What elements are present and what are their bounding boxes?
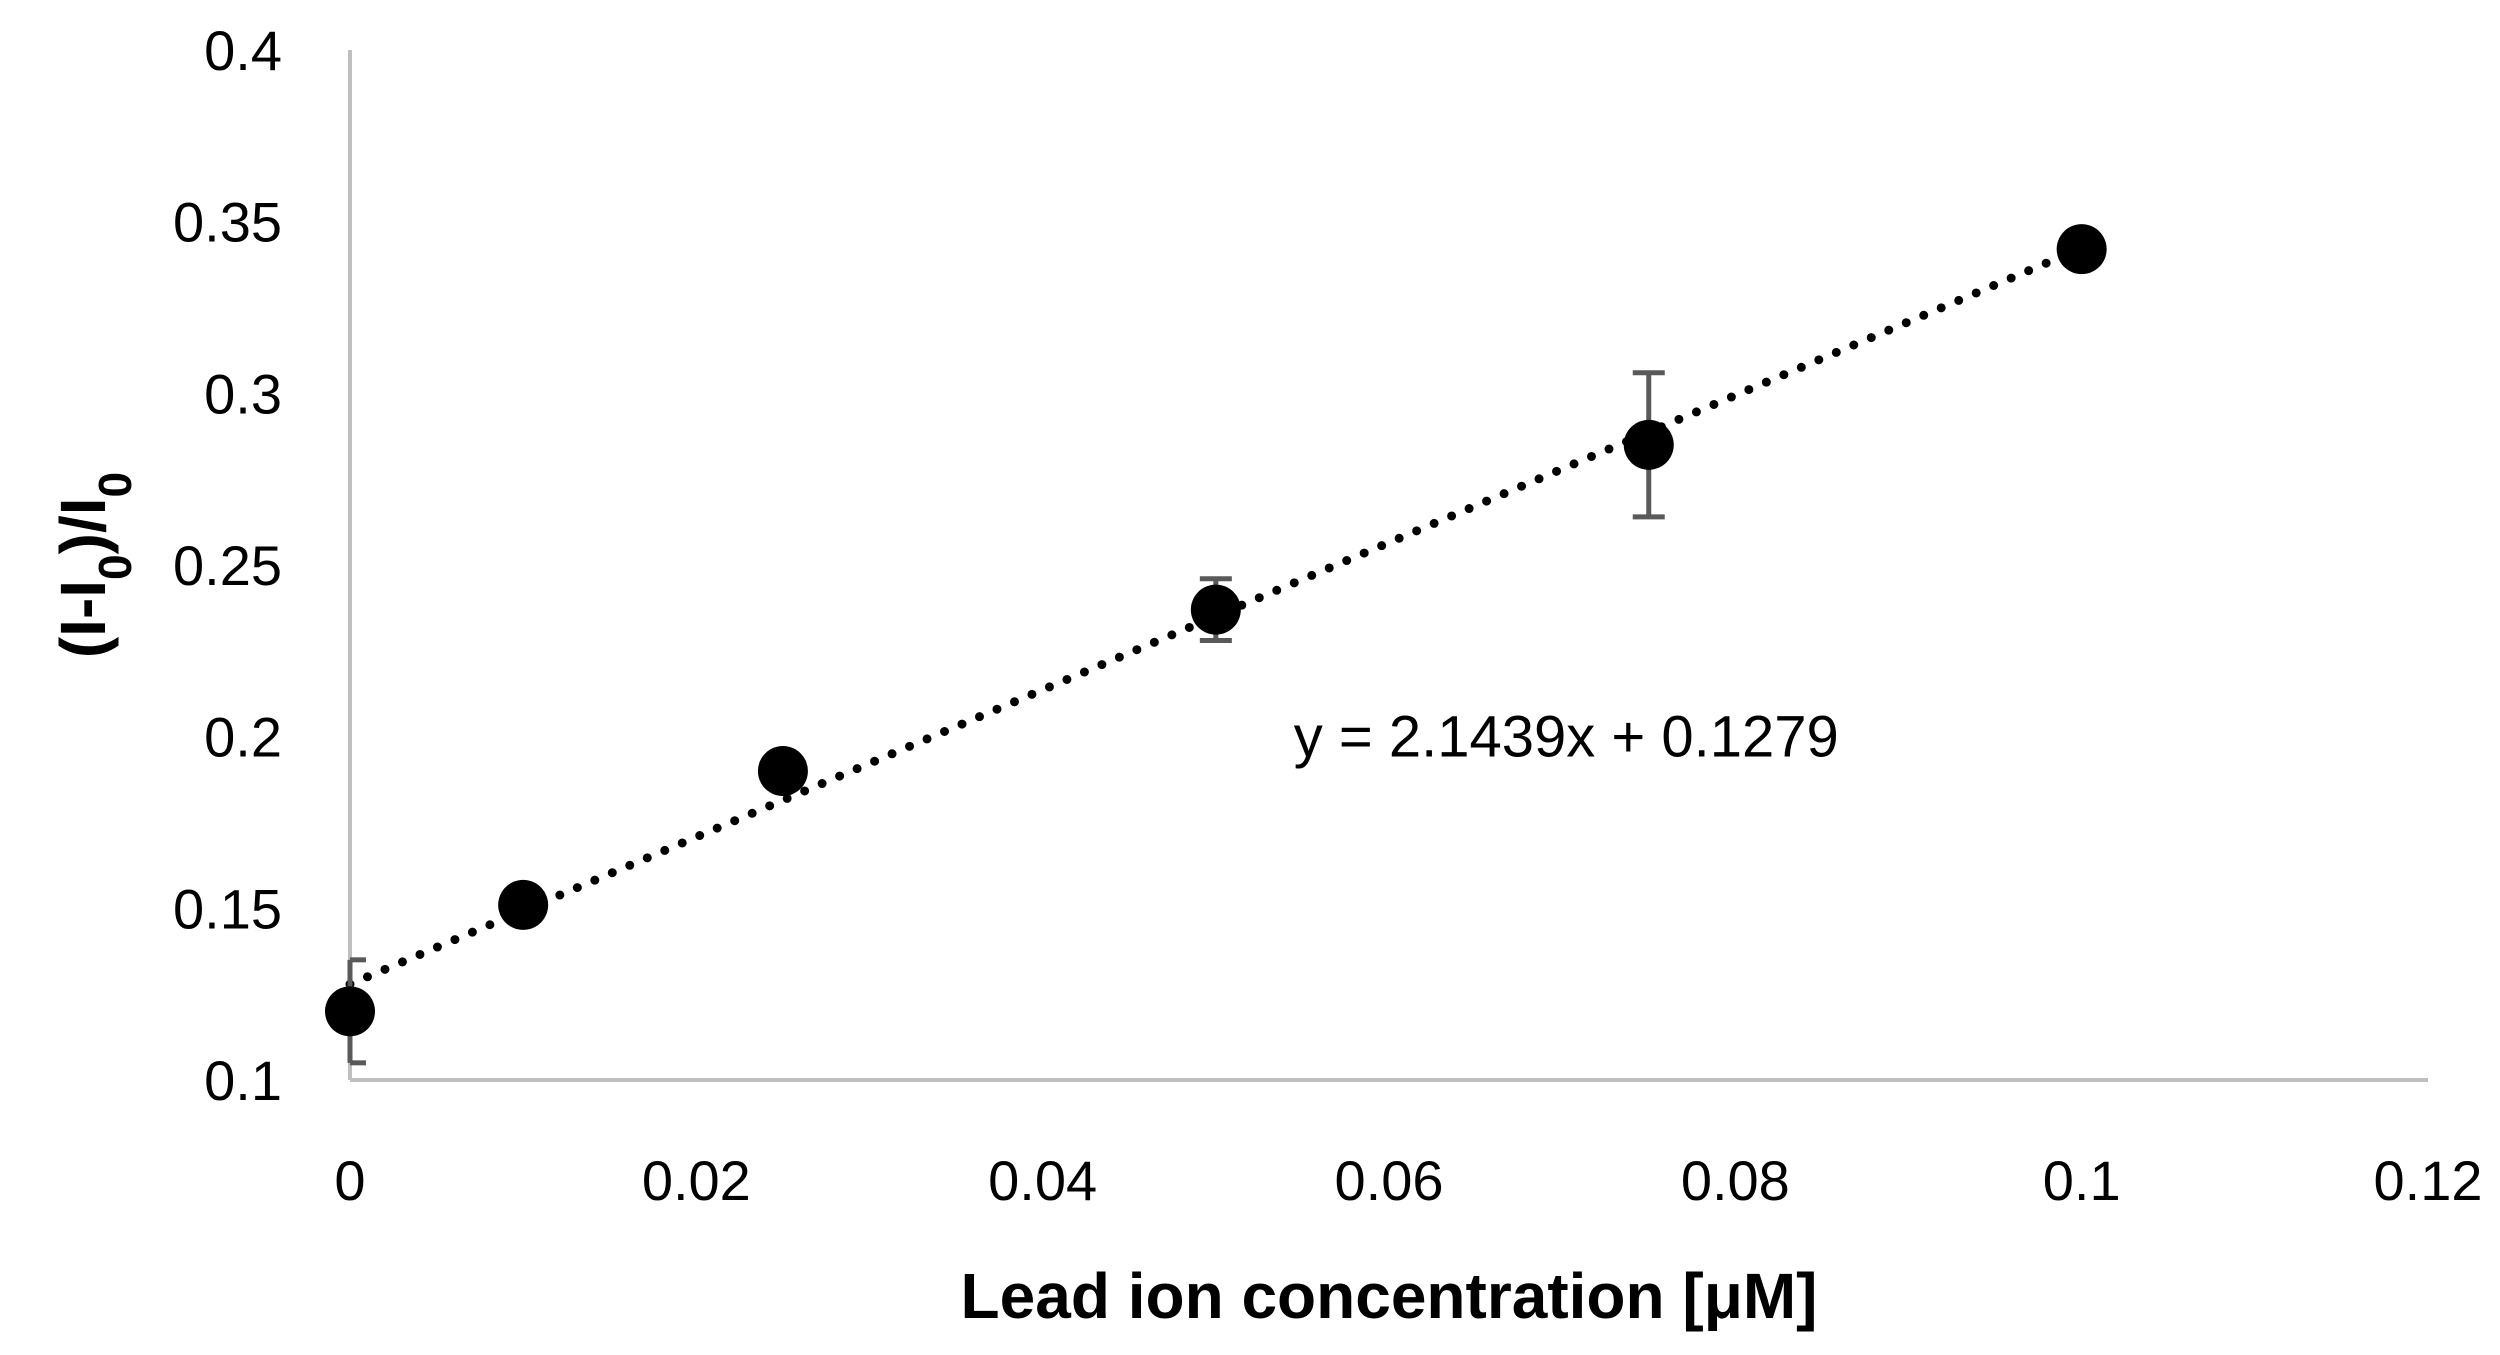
y-tick-label: 0.15	[173, 877, 282, 940]
y-tick-label: 0.3	[204, 362, 282, 425]
y-axis-title-sub2: 0	[89, 472, 141, 498]
x-tick-label: 0.06	[1335, 1149, 1444, 1212]
y-tick-label: 0.1	[204, 1049, 282, 1112]
y-tick-label: 0.25	[173, 534, 282, 597]
y-tick-label: 0.2	[204, 706, 282, 769]
y-axis-title-sub1: 0	[89, 554, 141, 580]
y-tick-label: 0.35	[173, 191, 282, 254]
data-point	[2056, 224, 2107, 275]
x-tick-label: 0.12	[2374, 1149, 2483, 1212]
data-point	[1623, 419, 1674, 470]
x-tick-label: 0	[334, 1149, 365, 1212]
data-points	[325, 224, 2107, 1037]
y-tick-labels: 0.1 0.15 0.2 0.25 0.3 0.35 0.4	[173, 19, 282, 1112]
data-point	[325, 986, 375, 1037]
x-axis-title: Lead ion concentration [μM]	[961, 1260, 1818, 1332]
y-axis-title-mid: )/I	[47, 497, 119, 554]
trendline-equation: y = 2.1439x + 0.1279	[1294, 705, 1839, 770]
data-point	[1190, 584, 1241, 635]
x-tick-labels: 0 0.02 0.04 0.06 0.08 0.1 0.12	[334, 1149, 2482, 1212]
data-point	[757, 746, 808, 796]
x-tick-label: 0.04	[988, 1149, 1097, 1212]
y-tick-label: 0.4	[204, 19, 282, 82]
x-tick-label: 0.1	[2043, 1149, 2121, 1212]
y-axis-title-main: (I-I	[47, 580, 119, 658]
axes	[348, 50, 2428, 1082]
x-tick-label: 0.08	[1681, 1149, 1790, 1212]
data-point	[498, 879, 549, 930]
y-axis-title: (I-I0)/I0	[47, 472, 141, 658]
x-tick-label: 0.02	[642, 1149, 751, 1212]
